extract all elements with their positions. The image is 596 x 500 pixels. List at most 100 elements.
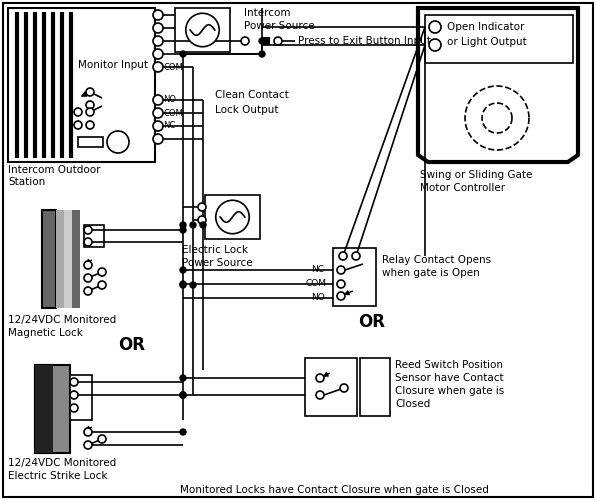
Circle shape (180, 392, 186, 398)
Bar (360, 358, 390, 416)
Circle shape (216, 200, 249, 234)
Circle shape (84, 428, 92, 436)
Circle shape (180, 227, 186, 233)
Circle shape (429, 21, 441, 33)
Circle shape (180, 51, 186, 57)
Circle shape (107, 131, 129, 153)
Circle shape (180, 375, 186, 381)
Bar (425, 15, 573, 63)
Bar (305, 358, 357, 416)
Circle shape (74, 121, 82, 129)
Bar (155, 97, 161, 103)
Circle shape (98, 281, 106, 289)
Bar (155, 110, 161, 116)
Bar (56, 210, 64, 308)
Text: NO: NO (163, 96, 176, 104)
Text: Motor Controller: Motor Controller (420, 183, 505, 193)
Text: Relay Contact Opens: Relay Contact Opens (382, 255, 491, 265)
Text: OR: OR (118, 336, 145, 354)
Circle shape (70, 391, 78, 399)
Circle shape (180, 429, 186, 435)
Circle shape (337, 266, 345, 274)
Circle shape (153, 134, 163, 144)
Text: 12/24VDC Monitored: 12/24VDC Monitored (8, 458, 116, 468)
Circle shape (70, 404, 78, 412)
Circle shape (316, 374, 324, 382)
Text: NC: NC (311, 266, 324, 274)
Text: Open Indicator: Open Indicator (447, 22, 524, 32)
Circle shape (316, 391, 324, 399)
Bar (72, 210, 80, 308)
Circle shape (190, 282, 196, 288)
Bar (155, 38, 161, 44)
Circle shape (198, 216, 206, 224)
Text: COM: COM (163, 108, 183, 118)
Bar (333, 248, 376, 306)
Bar (155, 64, 161, 70)
Text: Power Source: Power Source (244, 21, 315, 31)
Circle shape (180, 222, 186, 228)
Circle shape (86, 121, 94, 129)
Bar (155, 25, 161, 31)
Text: Press to Exit Button Input: Press to Exit Button Input (298, 36, 431, 46)
Circle shape (180, 392, 186, 398)
Circle shape (153, 108, 163, 118)
Text: or Light Output: or Light Output (447, 37, 527, 47)
Circle shape (153, 95, 163, 105)
Circle shape (190, 222, 196, 228)
Circle shape (259, 38, 265, 44)
Circle shape (70, 378, 78, 386)
Text: Sensor have Contact: Sensor have Contact (395, 373, 504, 383)
Circle shape (98, 435, 106, 443)
Bar (155, 123, 161, 129)
Circle shape (98, 268, 106, 276)
Circle shape (274, 37, 282, 45)
Text: Monitor Input: Monitor Input (78, 60, 148, 70)
Text: 12/24VDC Monitored: 12/24VDC Monitored (8, 315, 116, 325)
Circle shape (340, 384, 348, 392)
Circle shape (198, 203, 206, 211)
Bar (155, 51, 161, 57)
Text: Intercom Outdoor
Station: Intercom Outdoor Station (8, 165, 101, 186)
Bar (35, 365, 53, 453)
Bar (205, 195, 260, 239)
Bar (175, 8, 230, 52)
Circle shape (186, 14, 219, 46)
Bar (42, 210, 56, 308)
Bar (35, 365, 53, 453)
Text: Electric Strike Lock: Electric Strike Lock (8, 471, 107, 481)
Circle shape (84, 226, 92, 234)
Text: Intercom: Intercom (244, 8, 290, 18)
Text: COM: COM (305, 280, 326, 288)
Polygon shape (262, 37, 270, 45)
Circle shape (429, 39, 441, 51)
Text: Clean Contact: Clean Contact (215, 90, 288, 100)
Circle shape (84, 441, 92, 449)
Text: OR: OR (358, 313, 385, 331)
Bar (64, 210, 72, 308)
Text: Monitored Locks have Contact Closure when gate is Closed: Monitored Locks have Contact Closure whe… (180, 485, 489, 495)
Circle shape (153, 62, 163, 72)
Bar (84, 225, 104, 247)
Circle shape (86, 101, 94, 109)
Circle shape (86, 88, 94, 96)
Circle shape (74, 108, 82, 116)
Text: NC: NC (163, 122, 175, 130)
Bar (78, 137, 103, 147)
Circle shape (153, 10, 163, 20)
Text: COM: COM (163, 62, 183, 72)
Circle shape (153, 36, 163, 46)
Bar (35, 365, 70, 453)
Text: Closure when gate is: Closure when gate is (395, 386, 504, 396)
Circle shape (180, 282, 186, 288)
Circle shape (200, 222, 206, 228)
Circle shape (84, 261, 92, 269)
Text: Electric Lock: Electric Lock (182, 245, 248, 255)
Circle shape (241, 37, 249, 45)
Text: NO: NO (311, 294, 325, 302)
Circle shape (180, 392, 186, 398)
Circle shape (84, 238, 92, 246)
Text: when gate is Open: when gate is Open (382, 268, 480, 278)
Text: Reed Switch Position: Reed Switch Position (395, 360, 503, 370)
Bar (8, 8, 155, 162)
